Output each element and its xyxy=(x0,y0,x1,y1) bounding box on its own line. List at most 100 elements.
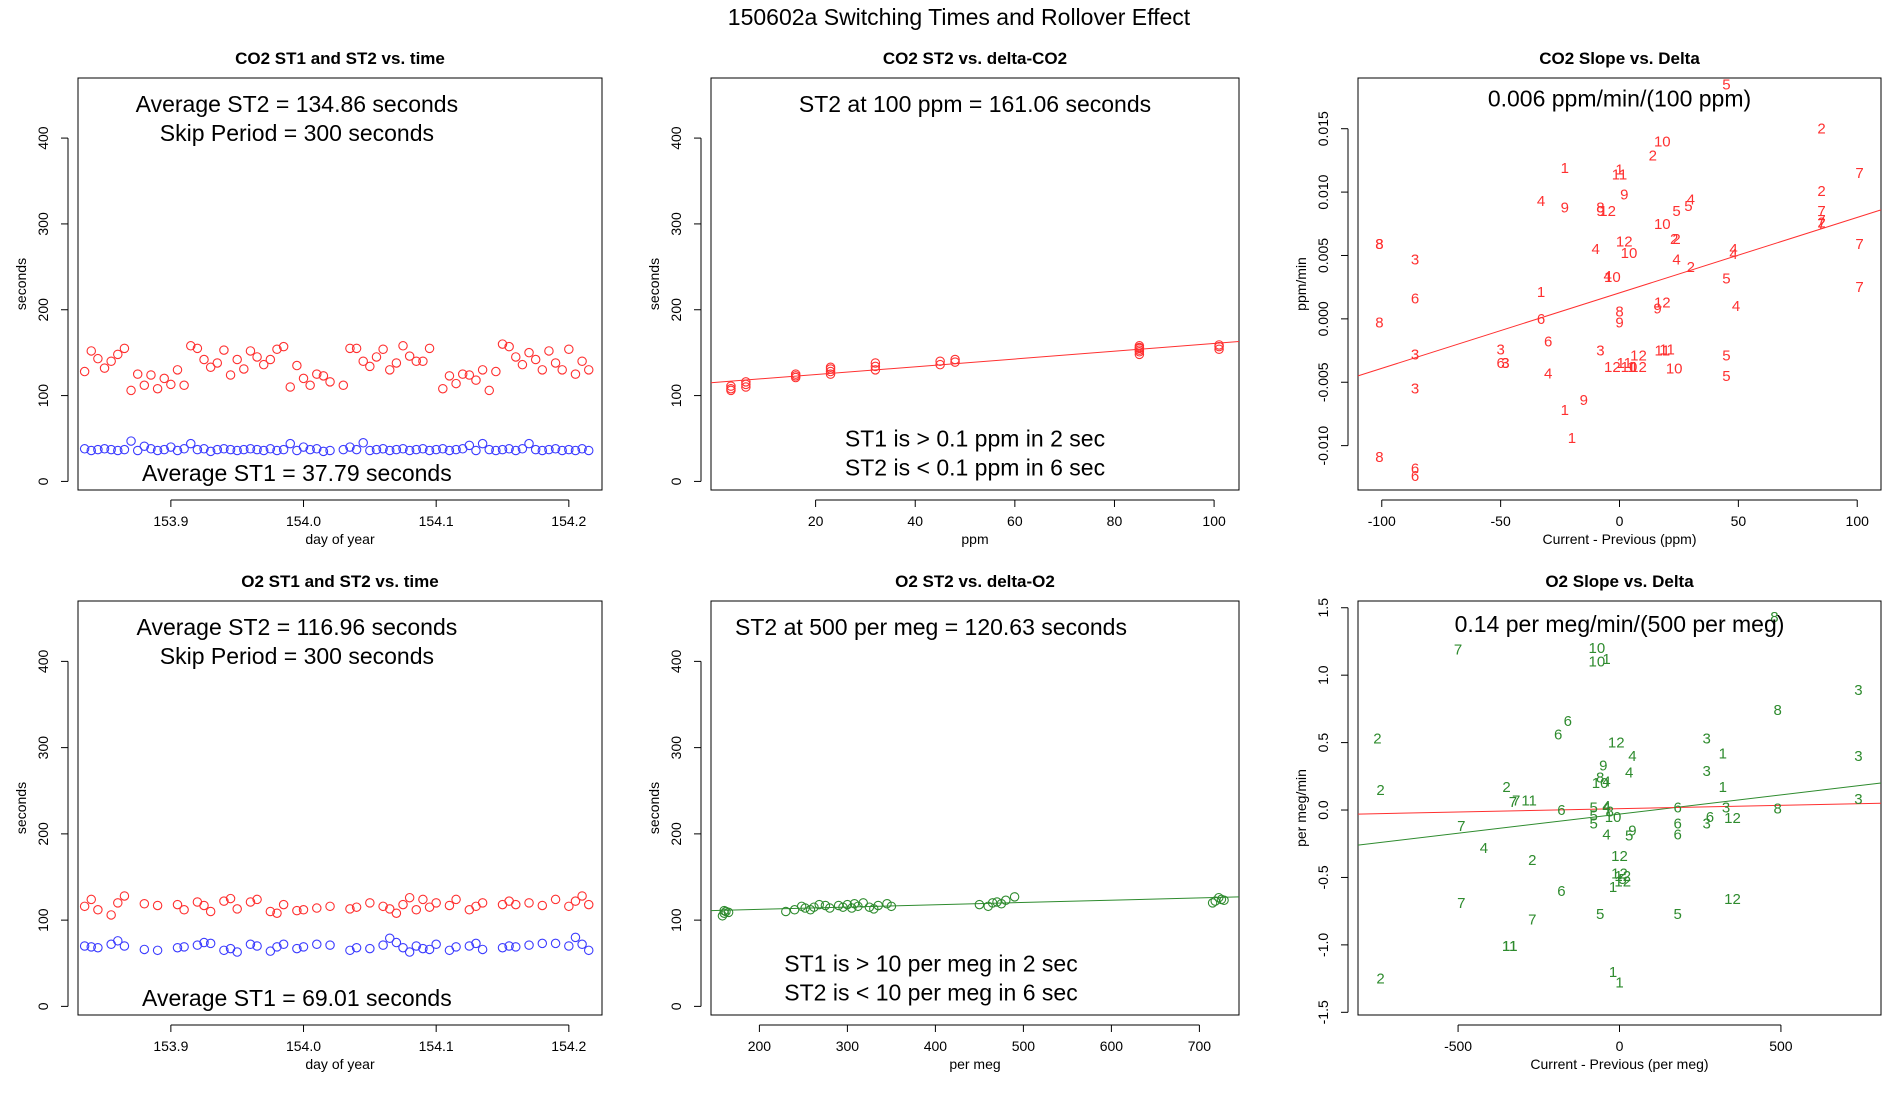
data-point xyxy=(166,379,176,390)
data-point xyxy=(418,943,428,954)
x-axis-label: Current - Previous (per meg) xyxy=(1530,1056,1708,1072)
data-point xyxy=(345,343,355,354)
data-point xyxy=(225,893,236,904)
y-axis-label: ppm/min xyxy=(1293,257,1309,311)
data-point-label: 3 xyxy=(1702,816,1710,833)
data-point xyxy=(873,900,883,911)
data-point xyxy=(524,347,534,358)
data-point xyxy=(570,896,581,906)
data-point-label: 8 xyxy=(1774,801,1782,818)
data-point xyxy=(537,445,548,456)
data-point xyxy=(1207,898,1218,908)
data-point xyxy=(404,351,415,361)
data-point xyxy=(79,366,90,377)
data-point-label: 8 xyxy=(1596,199,1604,216)
data-point xyxy=(464,941,475,951)
y-tick-label: 300 xyxy=(35,212,51,236)
data-point-label: 1 xyxy=(1561,402,1569,419)
chart-annotation: Average ST2 = 116.96 seconds xyxy=(137,614,458,640)
data-point-label: 3 xyxy=(1411,251,1419,268)
data-point-label: 1 xyxy=(1609,964,1617,981)
data-point xyxy=(431,898,441,908)
data-point xyxy=(550,358,561,368)
data-point-label: 4 xyxy=(1592,241,1600,258)
data-point-label: 6 xyxy=(1411,468,1419,485)
data-point xyxy=(741,382,751,392)
data-point xyxy=(491,445,501,456)
data-point xyxy=(825,903,835,913)
data-point-label: 12 xyxy=(1630,348,1647,365)
y-tick-label: 0.0 xyxy=(1315,800,1331,820)
data-point xyxy=(113,898,123,908)
data-point-label: 12 xyxy=(1616,234,1633,251)
data-point xyxy=(517,444,528,454)
data-point-label: 6 xyxy=(1496,355,1504,372)
data-point xyxy=(318,371,329,381)
data-point xyxy=(119,891,130,901)
data-point-label: 12 xyxy=(1614,868,1631,885)
data-point xyxy=(285,382,296,392)
data-point xyxy=(1214,892,1224,903)
data-point xyxy=(524,898,534,908)
data-point-label: 1 xyxy=(1719,779,1727,796)
data-point xyxy=(146,370,156,380)
plot-frame xyxy=(77,600,603,1016)
data-point xyxy=(278,939,289,950)
data-point-label: 5 xyxy=(1722,270,1730,287)
chart-title: CO2 ST2 vs. delta-CO2 xyxy=(883,49,1067,68)
data-point xyxy=(497,444,508,455)
x-tick-label: 80 xyxy=(1107,513,1123,529)
data-point xyxy=(391,937,402,948)
data-point xyxy=(404,445,415,456)
data-point-label: 6 xyxy=(1411,291,1419,308)
data-point-label: 8 xyxy=(1615,303,1623,320)
data-point xyxy=(557,365,567,375)
data-point-label: 7 xyxy=(1457,895,1465,912)
data-point-label: 10 xyxy=(1589,640,1606,657)
x-tick-label: 600 xyxy=(1100,1038,1124,1054)
data-point-label: 6 xyxy=(1557,883,1565,900)
data-point-label: 9 xyxy=(1561,199,1569,216)
data-point-label: 5 xyxy=(1722,76,1730,93)
data-point xyxy=(345,442,355,452)
data-point xyxy=(258,445,269,456)
data-point xyxy=(564,901,574,912)
data-point xyxy=(424,944,435,955)
y-tick-label: 300 xyxy=(35,736,51,760)
data-point xyxy=(113,445,123,456)
x-tick-label: 300 xyxy=(836,1038,860,1054)
data-point xyxy=(444,371,455,381)
x-axis-label: Current - Previous (ppm) xyxy=(1542,531,1696,547)
data-point xyxy=(93,905,103,915)
data-point xyxy=(172,942,183,953)
data-point-label: 3 xyxy=(1501,355,1509,372)
data-point-label: 12 xyxy=(1654,294,1671,311)
data-point xyxy=(139,898,150,909)
data-point xyxy=(292,905,302,916)
chart-annotation: Average ST1 = 69.01 seconds xyxy=(142,985,452,1011)
data-point xyxy=(471,375,481,385)
x-axis-label: per meg xyxy=(949,1056,1000,1072)
data-point-label: 5 xyxy=(1722,368,1730,385)
data-point-label: 1 xyxy=(1719,745,1727,762)
data-point xyxy=(870,358,881,368)
data-point xyxy=(312,369,322,379)
data-point xyxy=(974,899,985,910)
data-point xyxy=(305,380,315,391)
data-point xyxy=(583,445,594,456)
data-point-label: 3 xyxy=(1702,763,1710,780)
data-point xyxy=(1009,892,1020,902)
data-point xyxy=(232,947,242,957)
data-point xyxy=(511,942,521,952)
data-point xyxy=(172,365,183,375)
data-point xyxy=(1219,895,1229,906)
data-point xyxy=(992,897,1002,907)
y-tick-label: 300 xyxy=(668,212,684,236)
regression-line xyxy=(1357,802,1882,815)
x-tick-label: -50 xyxy=(1491,513,1511,529)
data-point xyxy=(338,444,349,455)
y-axis-label: seconds xyxy=(13,258,29,310)
data-point xyxy=(564,344,574,354)
chart-annotation: Skip Period = 300 seconds xyxy=(160,643,434,669)
data-point-label: 10 xyxy=(1666,360,1683,377)
